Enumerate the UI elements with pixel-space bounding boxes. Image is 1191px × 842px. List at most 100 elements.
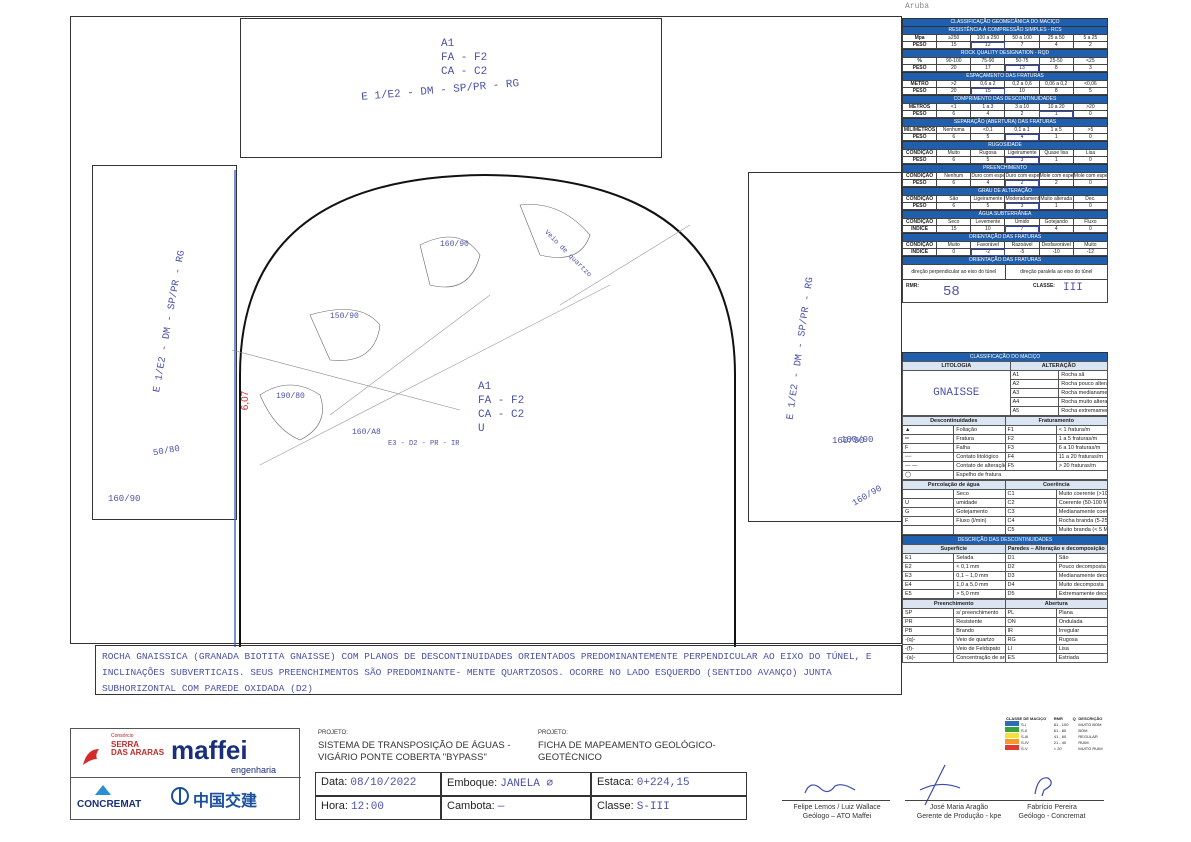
rmr-row: PESO 6 5 3 1 0 (901, 156, 1109, 164)
center-line: CA - C2 (478, 409, 525, 421)
rmr-row-label: CONDIÇÃO (901, 149, 938, 157)
alteracao-code: A5 (1009, 406, 1060, 416)
alteracao-code: A2 (1009, 379, 1060, 389)
alteracao-header: ALTERAÇÃO (1009, 361, 1108, 371)
rmr-row: CONDIÇÃO Seco Levemente Úmido Gotejando Fluxo (901, 218, 1109, 226)
desc-item: Contato litológico (953, 452, 1006, 462)
rmr-cell: 4 (1004, 133, 1040, 141)
rmr-row: PESO 6 4 2 2 0 (901, 179, 1109, 187)
estaca-value: 0+224,15 (636, 777, 690, 789)
rmr-cell: 6 (936, 179, 972, 187)
coer-code: C4 (1004, 516, 1057, 526)
rmr-cell: Seco (936, 218, 972, 226)
estaca-label: Estaca: (597, 776, 634, 788)
crown-code: E 1/E2 - DM - SP/PR - RG (360, 78, 520, 104)
abe-code: PL (1004, 608, 1057, 618)
emboque-value: JANELA ∅ (500, 778, 554, 790)
sig2-name: José Maria Aragão (929, 804, 989, 811)
signature-2 (919, 764, 961, 806)
class-head: Q (1072, 716, 1076, 721)
par-code: D3 (1004, 571, 1057, 581)
desc-symbol: ┄┄ (901, 452, 955, 462)
rmr-cell: 50-75 (1004, 57, 1040, 65)
estaca-field[interactable]: Estaca: 0+224,15 (591, 772, 747, 796)
trace-line (231, 349, 461, 411)
sup-code: E4 (901, 580, 955, 590)
par-desc: Medianamente decomposta (1055, 571, 1109, 581)
rmr-cell: 1 (1038, 133, 1074, 141)
measure-label: 160/90 (850, 483, 884, 509)
trace-line (559, 224, 691, 306)
pre-header: Preenchimento (902, 599, 1006, 609)
rmr-cell: 5 (1072, 87, 1109, 95)
perc-code: F (901, 516, 955, 526)
rmr-cell: 20 (936, 87, 972, 95)
emboque-field[interactable]: Emboque: JANELA ∅ (441, 772, 591, 796)
crown-box: A1 FA - F2 CA - C2 E 1/E2 - DM - SP/PR -… (240, 18, 662, 158)
class-head: DESCRIÇÃO (1078, 716, 1103, 721)
abe-desc: Estriada (1055, 653, 1109, 663)
rmr-cell: 0,1 a 1 (1004, 126, 1040, 134)
rmr-cell: Favorável (970, 241, 1006, 249)
rmr-section-title: SEPARAÇÃO (ABERTURA) DAS FRATURAS (902, 118, 1108, 126)
abe-code: ON (1004, 617, 1057, 627)
rmr-cell: Úmido (1004, 218, 1040, 226)
data-field[interactable]: Data: 08/10/2022 (315, 772, 441, 796)
rmr-cell: 2 (1038, 179, 1074, 187)
frat-code: F2 (1004, 434, 1057, 444)
logo-area: Consórcio SERRA DAS ARARAS maffei engenh… (70, 728, 301, 820)
class-head: RMR (1053, 716, 1063, 721)
crown-line: A1 (441, 38, 455, 50)
data-label: Data: (321, 776, 348, 788)
concremat-icon (93, 783, 113, 797)
litologia-value: GNAISSE (933, 386, 980, 399)
left-wall-box: E 1/E2 - DM - SP/PR - RG 50/80 160/90 (92, 165, 237, 520)
cambota-field[interactable]: Cambota: — (441, 796, 591, 820)
rmr-cell: 90-100 (936, 57, 972, 65)
rmr-cell: 2 (1004, 179, 1040, 187)
orient-right: direção paralela ao eixo do túnel (1004, 264, 1108, 280)
rmr-cell: 12 (970, 41, 1006, 49)
coer-desc: Rocha branda (5-25 Mpa) (1055, 516, 1109, 526)
class-range: < 20 (1053, 745, 1062, 751)
perc-desc: Seco (953, 489, 1006, 499)
rmr-section-title: PREENCHIMENTO (902, 164, 1108, 172)
measure-label: 160/A8 (352, 428, 381, 437)
sup-code: E1 (901, 553, 955, 563)
rmr-cell: <0,06 (1072, 80, 1109, 88)
rmr-row: PESO 20 17 13 8 3 (901, 64, 1109, 72)
classe-field[interactable]: Classe: S-III (591, 796, 747, 820)
cambota-label: Cambota: (447, 800, 495, 812)
rmr-cell: 1 (1038, 110, 1074, 118)
serra-line: DAS ARARAS (111, 748, 165, 757)
measure-label: 190/80 (276, 392, 305, 401)
class-value: III (1063, 282, 1083, 294)
rmr-cell: Duro com espessura (1004, 172, 1040, 180)
desc-symbol: ▲ (901, 425, 955, 435)
desc-item: Falha (953, 443, 1006, 453)
measure-label: 160/90 (440, 240, 469, 249)
rmr-section-table: % 90-100 75-90 50-75 25-50 <25 PESO 20 17 13 8 3 (901, 57, 1109, 72)
maffei-sub: engenharia (231, 765, 277, 775)
class-code: S-V (1021, 746, 1028, 751)
rmr-cell: 25 a 50 (1038, 34, 1074, 42)
desc-symbol: ◯ (901, 470, 955, 480)
rmr-cell: ≥250 (936, 34, 972, 42)
rmr-cell: 3 (1072, 64, 1109, 72)
par-code: D4 (1004, 580, 1057, 590)
class-code: S-IV (1021, 740, 1029, 745)
frat-desc: 11 a 20 fraturas/m (1055, 452, 1109, 462)
rmr-cell: 5 (970, 202, 1006, 210)
trace-line (259, 284, 611, 466)
class-code: S-II (1021, 728, 1028, 733)
rmr-row-label: Mpa (901, 34, 938, 42)
rmr-row-label: PESO (901, 87, 938, 95)
description-text: ROCHA GNAISSICA (GRANADA BIOTITA GNAISSE… (102, 651, 872, 694)
cambota-value: — (497, 801, 505, 813)
litologia-header: LITOLOGIA (902, 361, 1011, 371)
rmr-row: CONDIÇÃO Muito Rugosa Ligeiramente Quase lis… (901, 149, 1109, 157)
hora-field[interactable]: Hora: 12:00 (315, 796, 441, 820)
frat-code: F4 (1004, 452, 1057, 462)
